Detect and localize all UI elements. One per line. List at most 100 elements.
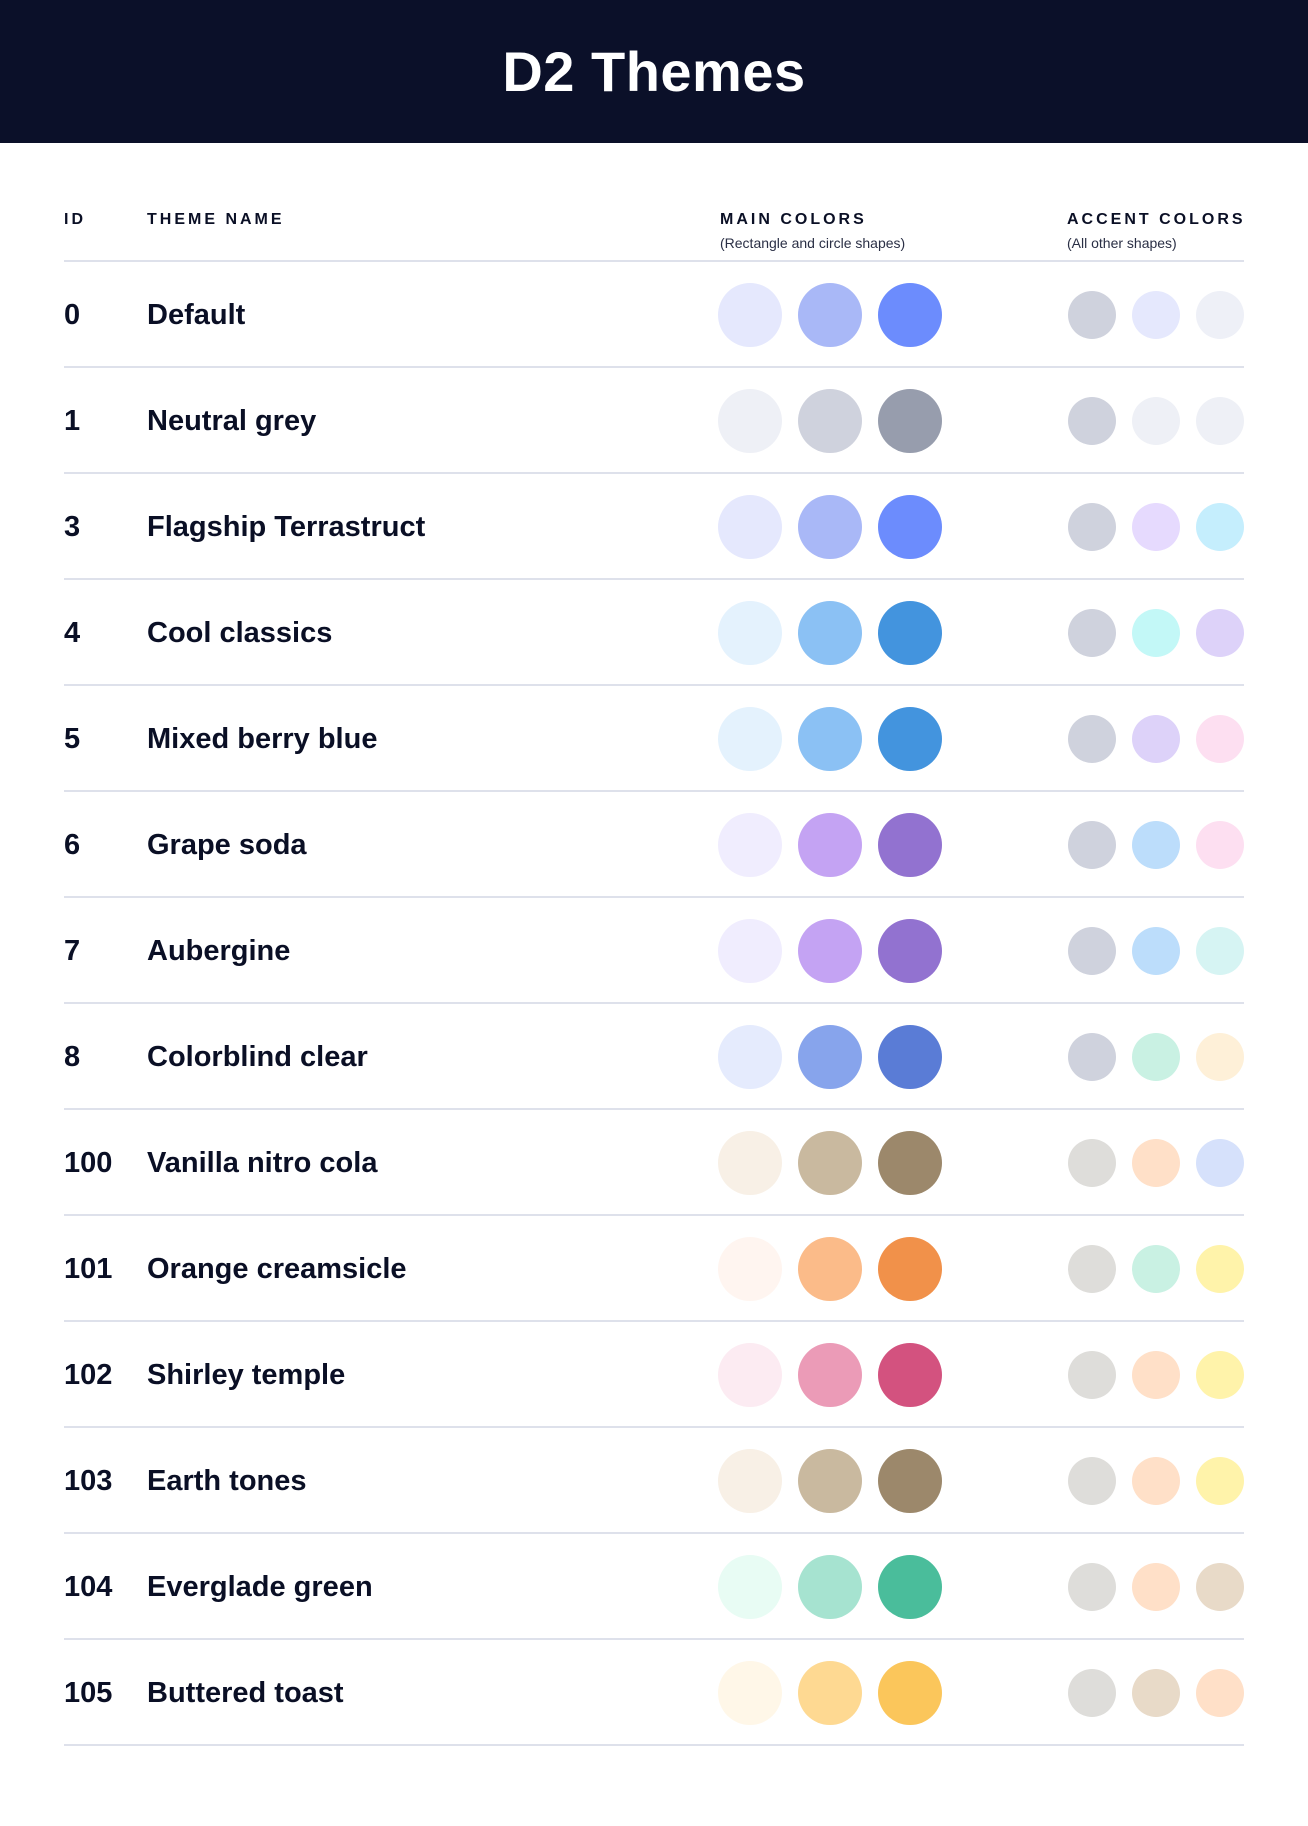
- accent-color-swatch: [1196, 927, 1244, 975]
- accent-color-swatch: [1068, 1139, 1116, 1187]
- main-color-swatch: [878, 813, 942, 877]
- accent-color-swatch: [1132, 1457, 1180, 1505]
- accent-color-swatch: [1196, 1033, 1244, 1081]
- main-color-swatch: [798, 1661, 862, 1725]
- row-divider: [64, 1108, 1244, 1110]
- table-row: 103 Earth tones: [0, 1428, 1308, 1534]
- accent-color-swatch: [1068, 927, 1116, 975]
- main-color-swatch: [798, 1555, 862, 1619]
- accent-color-swatch: [1132, 1139, 1180, 1187]
- row-divider: [64, 790, 1244, 792]
- main-color-swatch: [718, 389, 782, 453]
- table-row: 6 Grape soda: [0, 792, 1308, 898]
- main-color-swatch: [798, 707, 862, 771]
- table-row: 100 Vanilla nitro cola: [0, 1110, 1308, 1216]
- accent-color-swatch: [1196, 609, 1244, 657]
- main-color-swatch: [718, 707, 782, 771]
- main-color-swatch: [878, 1025, 942, 1089]
- theme-id: 8: [64, 1041, 81, 1073]
- theme-name: Flagship Terrastruct: [147, 511, 426, 543]
- theme-id: 103: [64, 1465, 113, 1497]
- table-row: 7 Aubergine: [0, 898, 1308, 1004]
- accent-color-swatch: [1132, 1033, 1180, 1081]
- theme-name: Aubergine: [147, 935, 291, 967]
- main-color-swatch: [798, 1343, 862, 1407]
- table-row: 0 Default: [0, 262, 1308, 368]
- main-color-swatch: [798, 495, 862, 559]
- accent-color-swatch: [1196, 1457, 1244, 1505]
- row-divider: [64, 1320, 1244, 1322]
- accent-color-swatch: [1132, 503, 1180, 551]
- accent-color-swatch: [1132, 821, 1180, 869]
- accent-color-swatch: [1196, 291, 1244, 339]
- accent-color-swatch: [1068, 291, 1116, 339]
- row-divider: [64, 472, 1244, 474]
- main-color-swatch: [878, 1555, 942, 1619]
- main-color-swatch: [798, 1025, 862, 1089]
- accent-color-swatch: [1068, 1669, 1116, 1717]
- accent-color-swatch: [1196, 1351, 1244, 1399]
- table-row: 1 Neutral grey: [0, 368, 1308, 474]
- theme-name: Earth tones: [147, 1465, 307, 1497]
- theme-id: 0: [64, 299, 81, 331]
- table-row: 105 Buttered toast: [0, 1640, 1308, 1746]
- theme-name: Vanilla nitro cola: [147, 1147, 378, 1179]
- theme-id: 6: [64, 829, 81, 861]
- main-color-swatch: [798, 1131, 862, 1195]
- theme-id: 1: [64, 405, 81, 437]
- theme-name: Shirley temple: [147, 1359, 346, 1391]
- main-color-swatch: [878, 1449, 942, 1513]
- accent-color-swatch: [1132, 927, 1180, 975]
- table-row: 5 Mixed berry blue: [0, 686, 1308, 792]
- main-color-swatch: [718, 1237, 782, 1301]
- main-color-swatch: [878, 389, 942, 453]
- column-subheader-accent-colors: (All other shapes): [1067, 235, 1177, 251]
- table-row: 104 Everglade green: [0, 1534, 1308, 1640]
- table-row: 3 Flagship Terrastruct: [0, 474, 1308, 580]
- theme-name: Neutral grey: [147, 405, 317, 437]
- column-header-accent-colors: ACCENT COLORS: [1067, 211, 1246, 228]
- main-color-swatch: [718, 601, 782, 665]
- table-row: 102 Shirley temple: [0, 1322, 1308, 1428]
- theme-name: Colorblind clear: [147, 1041, 368, 1073]
- theme-name: Buttered toast: [147, 1677, 344, 1709]
- accent-color-swatch: [1132, 1563, 1180, 1611]
- row-divider: [64, 1638, 1244, 1640]
- main-color-swatch: [798, 601, 862, 665]
- main-color-swatch: [878, 1661, 942, 1725]
- accent-color-swatch: [1068, 715, 1116, 763]
- accent-color-swatch: [1196, 1669, 1244, 1717]
- accent-color-swatch: [1196, 1563, 1244, 1611]
- accent-color-swatch: [1068, 1245, 1116, 1293]
- main-color-swatch: [718, 495, 782, 559]
- accent-color-swatch: [1196, 397, 1244, 445]
- theme-id: 100: [64, 1147, 113, 1179]
- row-divider: [64, 1744, 1244, 1746]
- accent-color-swatch: [1132, 1245, 1180, 1293]
- row-divider: [64, 1002, 1244, 1004]
- main-color-swatch: [878, 1343, 942, 1407]
- row-divider: [64, 578, 1244, 580]
- column-header-main-colors: MAIN COLORS: [720, 211, 867, 228]
- row-divider: [64, 896, 1244, 898]
- page-header: D2 Themes: [0, 0, 1308, 143]
- main-color-swatch: [718, 283, 782, 347]
- main-color-swatch: [798, 1449, 862, 1513]
- theme-name: Cool classics: [147, 617, 333, 649]
- row-divider: [64, 1532, 1244, 1534]
- table-row: 4 Cool classics: [0, 580, 1308, 686]
- row-divider: [64, 684, 1244, 686]
- accent-color-swatch: [1068, 821, 1116, 869]
- main-color-swatch: [878, 601, 942, 665]
- main-color-swatch: [878, 1237, 942, 1301]
- column-header-theme-name: THEME NAME: [147, 211, 285, 228]
- theme-id: 105: [64, 1677, 113, 1709]
- accent-color-swatch: [1132, 397, 1180, 445]
- table-row: 8 Colorblind clear: [0, 1004, 1308, 1110]
- theme-id: 4: [64, 617, 81, 649]
- accent-color-swatch: [1068, 503, 1116, 551]
- accent-color-swatch: [1196, 821, 1244, 869]
- accent-color-swatch: [1132, 1351, 1180, 1399]
- accent-color-swatch: [1196, 503, 1244, 551]
- main-color-swatch: [798, 813, 862, 877]
